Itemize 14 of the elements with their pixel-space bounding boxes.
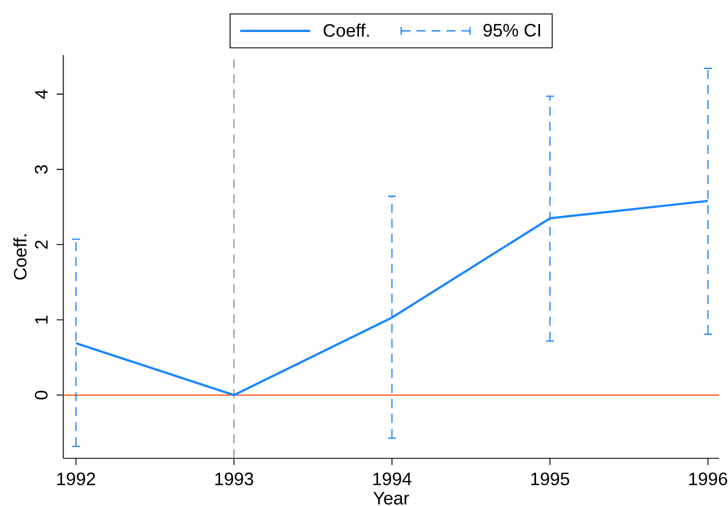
- x-tick-label: 1993: [215, 472, 254, 486]
- y-tick-label: 4: [35, 90, 48, 99]
- y-tick-label: 3: [34, 165, 48, 174]
- y-tick-label: 2: [35, 240, 48, 249]
- legend-label: Coeff.: [324, 24, 369, 37]
- x-tick-label: 1996: [689, 472, 728, 486]
- x-tick-label: 1992: [57, 472, 96, 486]
- x-axis-title: Year: [373, 492, 410, 505]
- y-axis-title: Coeff.: [13, 234, 27, 280]
- y-tick-label: 0: [34, 390, 48, 400]
- x-tick-label: 1994: [373, 472, 412, 486]
- legend-label: 95% CI: [484, 24, 540, 37]
- x-tick-label: 1995: [531, 472, 570, 486]
- y-tick-label: 1: [35, 316, 48, 324]
